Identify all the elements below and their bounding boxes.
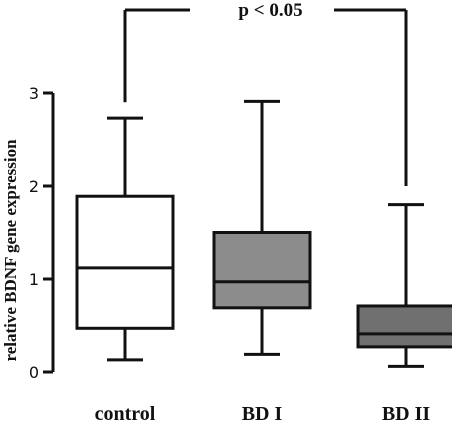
y-axis-title: relative BDNF gene expression xyxy=(1,139,20,362)
iqr-box xyxy=(356,304,452,349)
labels: relative BDNF gene expression control BD I… xyxy=(1,139,430,425)
iqr-box xyxy=(212,231,312,310)
x-category-label: BD I xyxy=(242,403,283,425)
y-tick-label: 3 xyxy=(29,84,39,103)
iqr-box xyxy=(75,194,175,330)
significance-annotation: p < 0.05 xyxy=(123,0,408,186)
box-group xyxy=(212,99,312,356)
p-value-label: p < 0.05 xyxy=(238,0,302,21)
box-group xyxy=(75,116,175,362)
x-category-label: control xyxy=(95,403,156,425)
y-tick-label: 2 xyxy=(29,177,39,196)
box-group xyxy=(356,203,452,368)
axes: 0 1 2 3 xyxy=(29,84,55,382)
y-tick-label: 0 xyxy=(29,363,39,382)
x-category-label: BD II xyxy=(382,403,431,425)
boxes xyxy=(75,99,452,368)
y-tick-label: 1 xyxy=(29,270,39,289)
